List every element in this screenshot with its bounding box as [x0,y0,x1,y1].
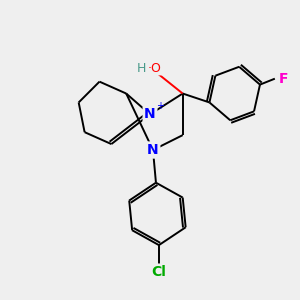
Text: +: + [156,101,164,111]
Text: H: H [137,62,146,75]
Text: N: N [147,143,159,157]
Text: F: F [278,72,288,86]
Text: N: N [144,107,156,121]
Text: ·O: ·O [148,62,162,75]
Text: Cl: Cl [152,265,166,279]
